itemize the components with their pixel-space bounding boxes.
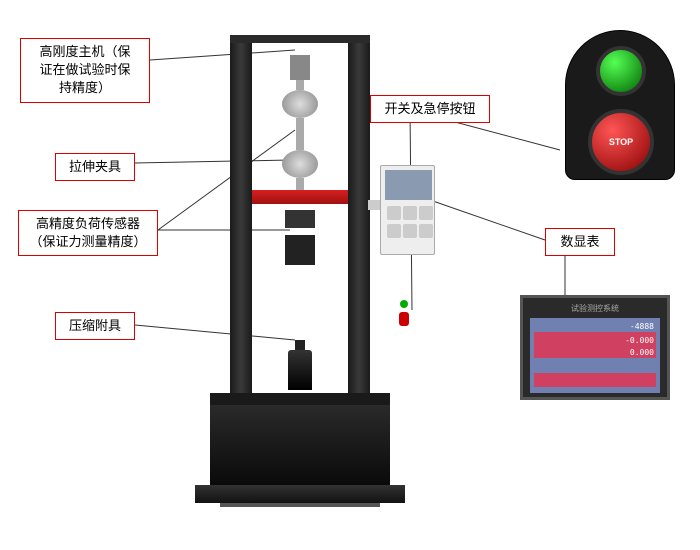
label-display: 数显表	[545, 228, 615, 256]
tensile-grip-upper	[282, 90, 318, 118]
compression-lower	[285, 235, 315, 265]
label-grip: 拉伸夹具	[55, 153, 135, 181]
lcd-value: -4888	[630, 322, 654, 331]
red-stop-button-icon: STOP	[588, 109, 654, 175]
crosshead	[252, 190, 348, 204]
estop-button-icon[interactable]	[399, 312, 409, 326]
testing-machine	[200, 35, 400, 515]
button-closeup: STOP	[565, 30, 675, 180]
label-compress: 压缩附具	[55, 312, 135, 340]
rod	[296, 178, 304, 190]
panel-button[interactable]	[387, 224, 401, 238]
lcd-value: -0.000	[625, 336, 654, 345]
control-panel	[380, 165, 435, 255]
base	[210, 405, 390, 485]
base-top	[210, 393, 390, 405]
label-host: 高刚度主机（保 证在做试验时保 持精度）	[20, 38, 150, 103]
power-button-icon[interactable]	[400, 300, 408, 308]
panel-button[interactable]	[403, 224, 417, 238]
lcd-title: 试验测控系统	[571, 303, 619, 314]
panel-button[interactable]	[419, 224, 433, 238]
column-left	[230, 43, 252, 393]
panel-screen	[385, 170, 432, 200]
specimen	[288, 350, 312, 390]
panel-button[interactable]	[403, 206, 417, 220]
lcd-bar	[534, 373, 656, 387]
panel-button[interactable]	[419, 206, 433, 220]
column-right	[348, 43, 370, 393]
green-button-icon	[596, 46, 646, 96]
base-plate	[195, 485, 405, 503]
compression-upper	[285, 210, 315, 228]
lcd-value: 0.000	[630, 348, 654, 357]
label-sensor: 高精度负荷传感器 （保证力测量精度）	[18, 210, 158, 256]
top-cap	[230, 35, 370, 43]
rod	[296, 80, 304, 90]
lcd-screen: -4888 -0.000 0.000	[530, 318, 660, 393]
base-nameplate	[220, 503, 380, 507]
lcd-closeup: 试验测控系统 -4888 -0.000 0.000	[520, 295, 670, 400]
side-buttons	[400, 300, 408, 350]
top-fixture	[290, 55, 310, 80]
rod	[296, 118, 304, 150]
tensile-grip-lower	[282, 150, 318, 178]
panel-button[interactable]	[387, 206, 401, 220]
stop-text: STOP	[609, 137, 633, 147]
